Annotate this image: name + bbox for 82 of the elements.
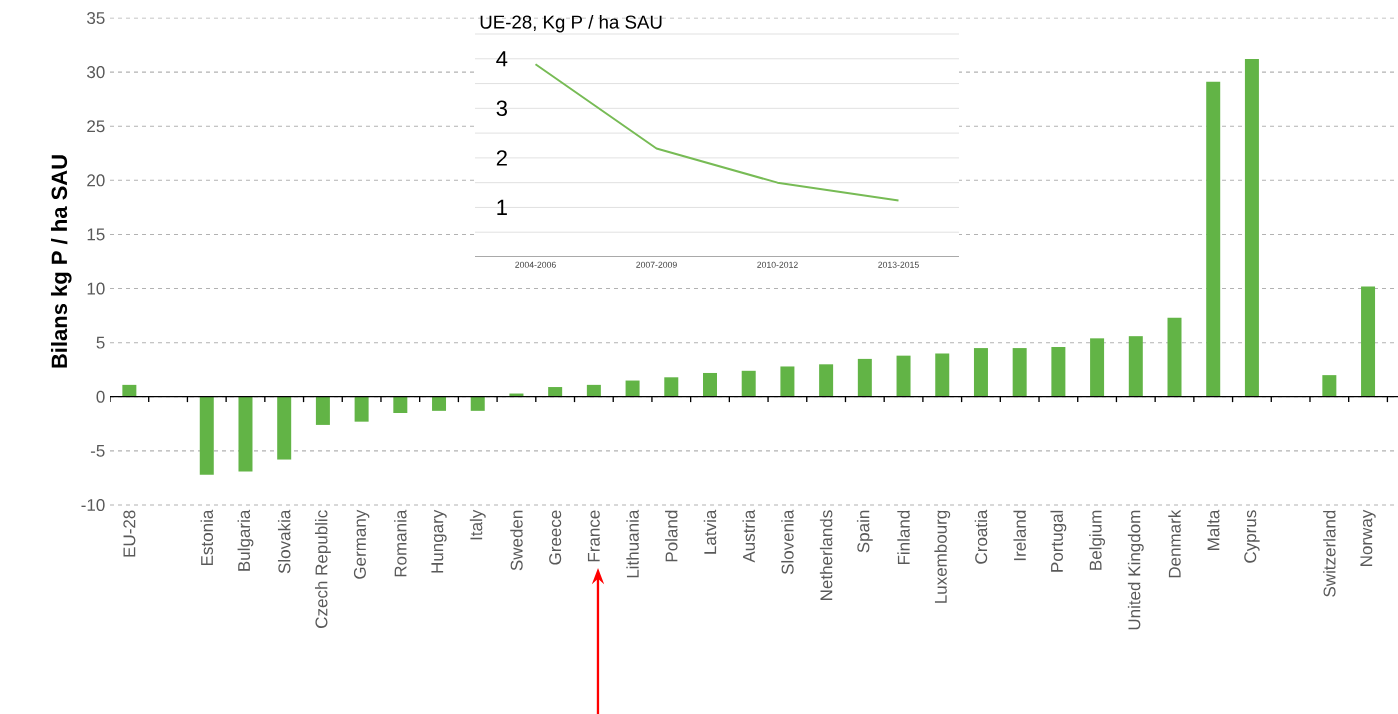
bar bbox=[1167, 317, 1182, 397]
x-tick-label: Switzerland bbox=[1323, 510, 1336, 597]
x-tick-label: Denmark bbox=[1168, 509, 1181, 578]
bar bbox=[470, 396, 485, 411]
y-tick-label: 1 bbox=[497, 199, 507, 216]
line-series bbox=[534, 63, 900, 202]
x-tick-label: Austria bbox=[742, 509, 755, 563]
bar bbox=[1206, 81, 1221, 397]
bar bbox=[741, 370, 756, 397]
bar bbox=[819, 364, 834, 397]
bar bbox=[122, 384, 137, 397]
y-tick-label: -10 bbox=[81, 498, 105, 512]
y-tick-label: 25 bbox=[87, 120, 105, 133]
x-tick-label: Netherlands bbox=[819, 510, 833, 600]
x-tick-label: Cyprus bbox=[1244, 510, 1260, 563]
y-tick-label: 5 bbox=[96, 336, 105, 349]
x-tick-label: Belgium bbox=[1089, 510, 1106, 570]
x-tick-label: 2004-2006 bbox=[515, 261, 556, 268]
y-tick-label: 30 bbox=[87, 66, 105, 79]
x-tick-label: Czech Republic bbox=[314, 510, 331, 628]
x-tick-label: Poland bbox=[665, 510, 678, 562]
bar bbox=[393, 396, 408, 414]
y-tick-label: 35 bbox=[87, 11, 105, 25]
x-tick-label: Luxembourg bbox=[934, 510, 951, 603]
x-tick-label: France bbox=[587, 510, 600, 562]
y-tick-label: -5 bbox=[90, 444, 105, 457]
bar bbox=[1322, 375, 1337, 397]
x-tick-label: 2010-2012 bbox=[757, 261, 798, 268]
x-tick-label: 2013-2015 bbox=[878, 261, 919, 268]
y-axis-title: Bilans kg P / ha SAU bbox=[50, 155, 72, 368]
x-tick-label: Estonia bbox=[200, 509, 214, 566]
x-tick-label: Slovenia bbox=[781, 509, 794, 575]
bar bbox=[315, 396, 330, 425]
x-tick-label: Portugal bbox=[1050, 510, 1067, 572]
x-tick-label: Lithuania bbox=[626, 509, 639, 578]
bar bbox=[548, 387, 563, 397]
x-tick-label: Slovakia bbox=[277, 509, 291, 574]
x-tick-label: Malta bbox=[1206, 509, 1220, 550]
bar bbox=[973, 348, 988, 397]
bar bbox=[277, 396, 292, 460]
bar bbox=[1012, 348, 1027, 397]
bar bbox=[432, 396, 447, 411]
bar bbox=[1361, 286, 1376, 397]
bar bbox=[238, 396, 253, 472]
bar bbox=[857, 358, 872, 397]
y-tick-label: 0 bbox=[96, 390, 105, 403]
x-tick-label: Finland bbox=[897, 510, 910, 565]
y-tick-label: 15 bbox=[87, 228, 105, 241]
x-tick-label: Bulgaria bbox=[237, 509, 254, 571]
x-tick-label: Hungary bbox=[431, 509, 447, 573]
bar bbox=[354, 396, 369, 422]
bar bbox=[702, 372, 717, 397]
bar bbox=[664, 377, 679, 397]
x-tick-label: Greece bbox=[549, 510, 562, 565]
bar bbox=[1128, 336, 1143, 397]
bar bbox=[625, 380, 640, 397]
bar bbox=[1051, 346, 1066, 397]
bar bbox=[199, 396, 214, 475]
x-tick-label: 2007-2009 bbox=[636, 261, 677, 268]
y-tick-label: 3 bbox=[496, 100, 507, 117]
x-tick-label: Croatia bbox=[974, 509, 988, 564]
bar bbox=[1090, 338, 1105, 397]
x-tick-label: Ireland bbox=[1013, 510, 1026, 561]
y-tick-label: 20 bbox=[87, 174, 105, 187]
x-tick-label: EU-28 bbox=[123, 510, 136, 557]
bar bbox=[935, 353, 950, 397]
x-tick-label: Spain bbox=[856, 510, 873, 553]
chart-title: UE-28, Kg P / ha SAU bbox=[480, 14, 662, 33]
bar bbox=[586, 384, 601, 397]
x-tick-label: Romania bbox=[394, 509, 407, 577]
y-tick-label: 10 bbox=[87, 282, 105, 295]
bar bbox=[780, 366, 795, 397]
bar bbox=[896, 355, 911, 397]
x-tick-label: Germany bbox=[353, 509, 370, 579]
bar bbox=[1244, 59, 1259, 397]
y-tick-label: 4 bbox=[496, 51, 508, 67]
x-tick-label: Sweden bbox=[510, 510, 523, 571]
x-tick-label: Norway bbox=[1360, 509, 1376, 566]
y-tick-label: 2 bbox=[496, 150, 507, 166]
x-tick-label: Italy bbox=[469, 509, 486, 540]
x-tick-label: Latvia bbox=[703, 509, 717, 554]
x-tick-label: United Kingdom bbox=[1127, 510, 1144, 630]
